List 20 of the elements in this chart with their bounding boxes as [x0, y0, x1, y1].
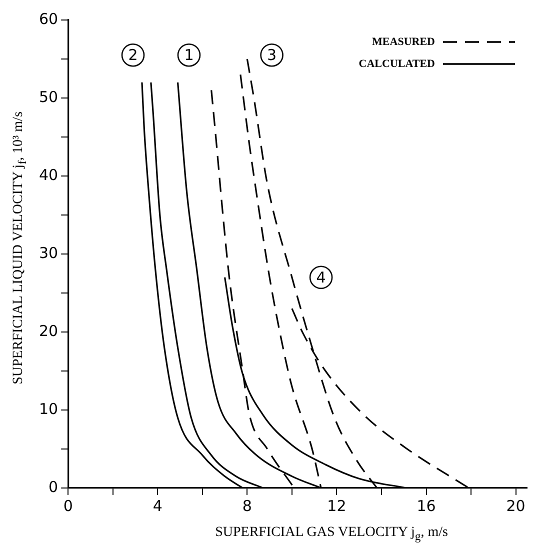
- y-tick-label: 10: [38, 400, 58, 418]
- annotation: 2: [128, 46, 138, 64]
- y-tick-label: 30: [38, 244, 58, 262]
- x-tick-label: 8: [242, 496, 252, 515]
- x-axis-title: SUPERFICIAL GAS VELOCITY j$_{g}$, m/s: [214, 525, 449, 543]
- x-tick-label: 20: [506, 496, 526, 515]
- x-tick-label: 4: [152, 496, 162, 515]
- text: MEASURED: [372, 36, 436, 48]
- x-tick-label: 12: [327, 496, 346, 515]
- annotation: 3: [267, 46, 277, 64]
- y-tick-label: 0: [48, 478, 58, 496]
- y-tick-label: 60: [38, 10, 58, 28]
- x-tick-label: 16: [416, 496, 436, 515]
- y-tick-label: 50: [38, 88, 58, 106]
- y-tick-label: 40: [38, 166, 58, 184]
- annotation: 4: [316, 268, 326, 286]
- x-tick-label: 0: [63, 496, 73, 515]
- annotation: 1: [184, 46, 194, 64]
- y-tick-label: 20: [38, 322, 58, 340]
- text: CALCULATED: [358, 58, 436, 70]
